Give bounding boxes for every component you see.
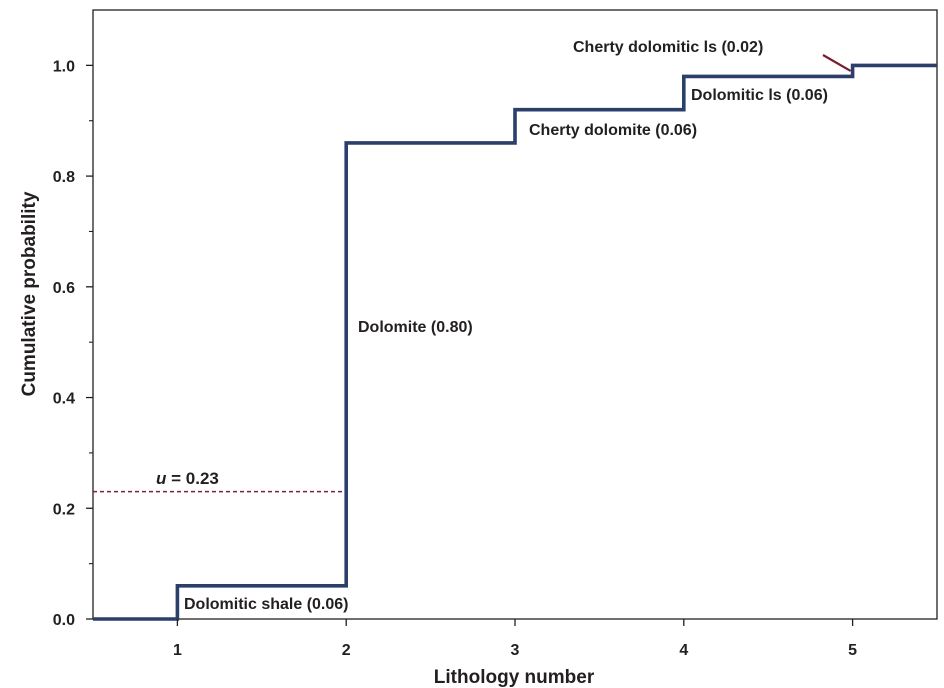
x-axis-title: Lithology number bbox=[434, 667, 595, 688]
u-value: = 0.23 bbox=[166, 469, 218, 488]
x-tick-label: 1 bbox=[173, 642, 182, 659]
y-axis-title: Cumulative probability bbox=[19, 191, 40, 396]
y-tick-label: 0.0 bbox=[53, 612, 75, 629]
u-variable: u bbox=[156, 469, 167, 488]
y-tick-label: 0.4 bbox=[53, 391, 75, 408]
annotation-pointer bbox=[822, 54, 852, 72]
y-tick-label: 0.8 bbox=[53, 169, 75, 186]
u-value-label: u = 0.23 bbox=[156, 469, 219, 488]
y-tick-label: 0.6 bbox=[53, 280, 75, 297]
annotation-dolomitic-shale: Dolomitic shale (0.06) bbox=[184, 596, 349, 613]
annotation-dolomitic-ls: Dolomitic ls (0.06) bbox=[691, 87, 828, 104]
cumulative-step-line bbox=[93, 63, 937, 621]
annotation-cherty-dolomite: Cherty dolomite (0.06) bbox=[529, 122, 697, 139]
annotation-cherty-dolomitic-ls: Cherty dolomitic ls (0.02) bbox=[573, 39, 763, 56]
y-tick-label: 1.0 bbox=[53, 58, 75, 75]
x-tick-label: 4 bbox=[679, 642, 688, 659]
x-tick-label: 2 bbox=[342, 642, 351, 659]
x-tick-label: 5 bbox=[848, 642, 857, 659]
annotation-dolomite: Dolomite (0.80) bbox=[358, 319, 473, 336]
y-tick-label: 0.2 bbox=[53, 501, 75, 518]
x-tick-label: 3 bbox=[511, 642, 520, 659]
